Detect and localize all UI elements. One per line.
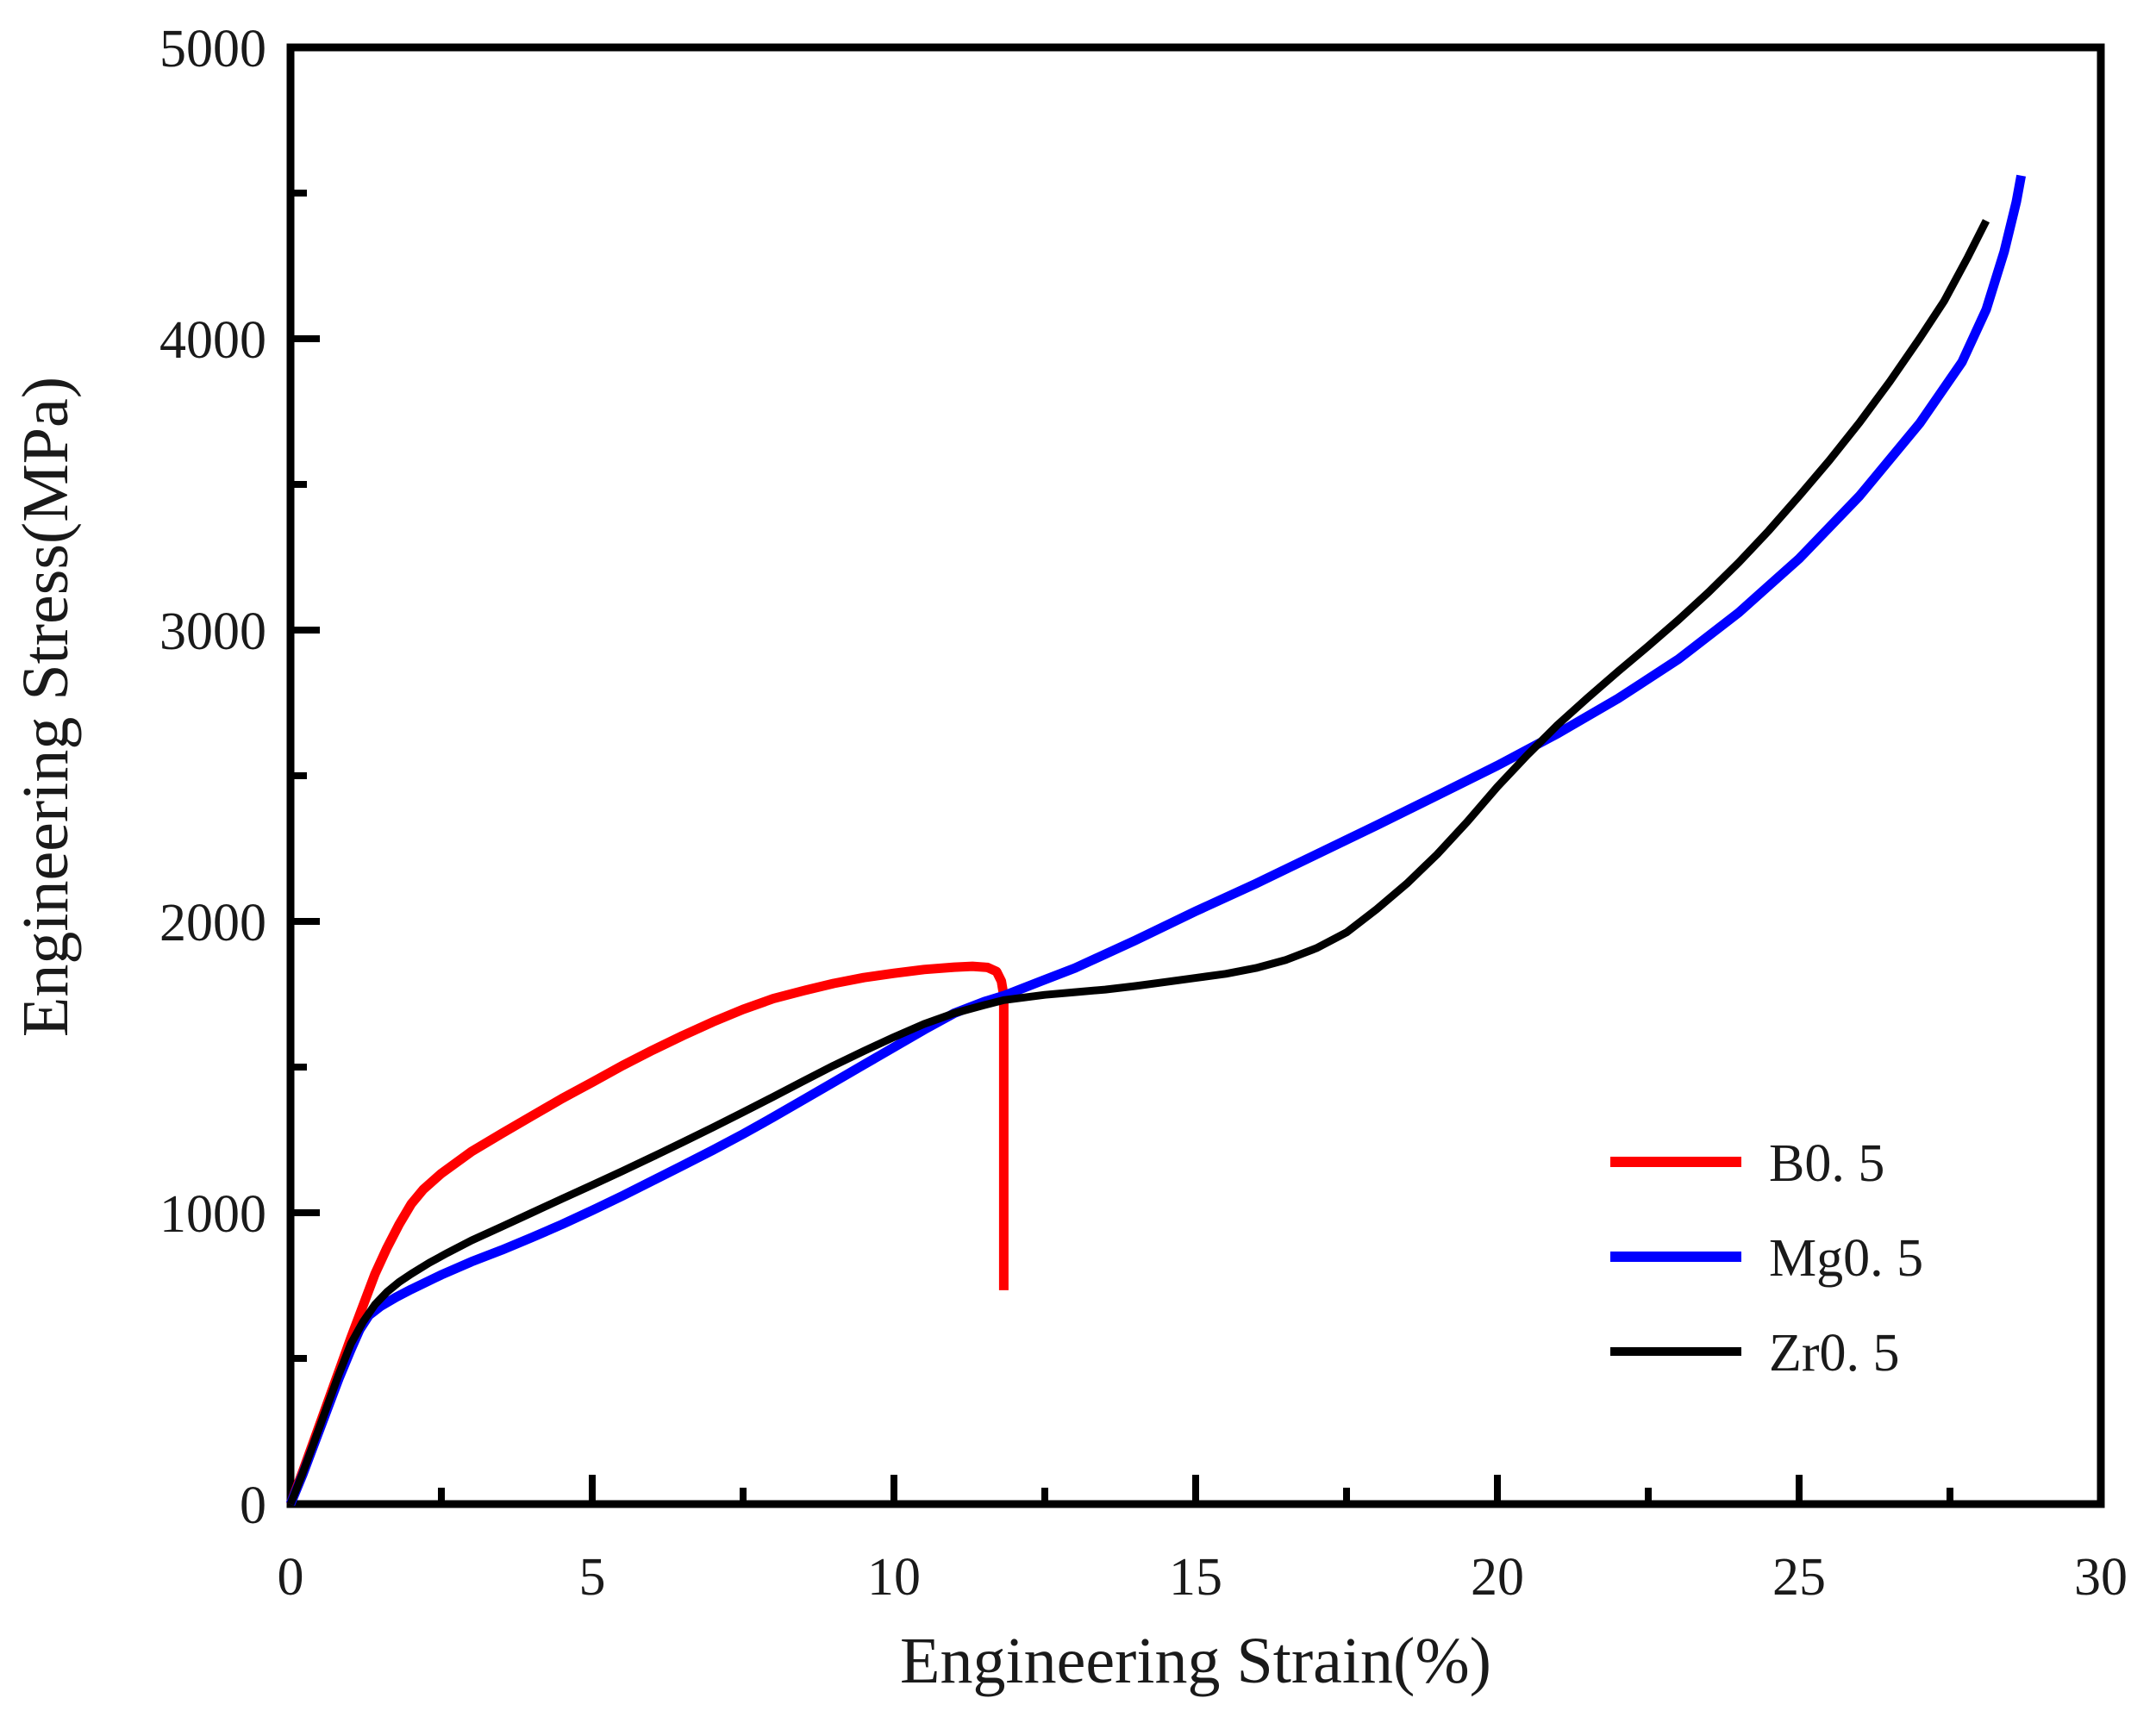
x-tick-label: 5 xyxy=(579,1548,606,1607)
y-tick-label: 2000 xyxy=(159,894,266,952)
axis-ticks xyxy=(287,44,2104,1508)
x-tick-label: 25 xyxy=(1772,1548,1826,1607)
y-tick-label: 5000 xyxy=(159,20,266,78)
series-line-mg0-5 xyxy=(285,174,2027,1507)
x-axis-title: Engineering Strain(%) xyxy=(900,1625,1491,1697)
legend: B0. 5 Mg0. 5 Zr0. 5 xyxy=(1610,1134,1923,1383)
y-tick-label: 0 xyxy=(240,1476,266,1535)
x-tick-label: 0 xyxy=(278,1548,304,1607)
tick-labels: 0 5 10 15 20 25 30 0 1000 2000 3000 4000 5000 xyxy=(159,20,2128,1607)
y-tick-label: 4000 xyxy=(159,311,266,370)
y-axis-title: Engineering Stress(MPa) xyxy=(9,377,82,1037)
x-tick-label: 15 xyxy=(1169,1548,1222,1607)
y-tick-label: 3000 xyxy=(159,602,266,661)
series-line-b0-5 xyxy=(285,961,1009,1506)
x-tick-label: 30 xyxy=(2074,1548,2128,1607)
y-tick-label: 1000 xyxy=(159,1185,266,1244)
x-tick-label: 10 xyxy=(867,1548,921,1607)
legend-label-1: B0. 5 xyxy=(1769,1134,1884,1193)
legend-label-3: Zr0. 5 xyxy=(1769,1324,1900,1383)
x-tick-label: 20 xyxy=(1471,1548,1524,1607)
legend-label-2: Mg0. 5 xyxy=(1769,1229,1923,1288)
series-line-zr0-5 xyxy=(286,219,1990,1506)
data-series xyxy=(285,174,2027,1507)
